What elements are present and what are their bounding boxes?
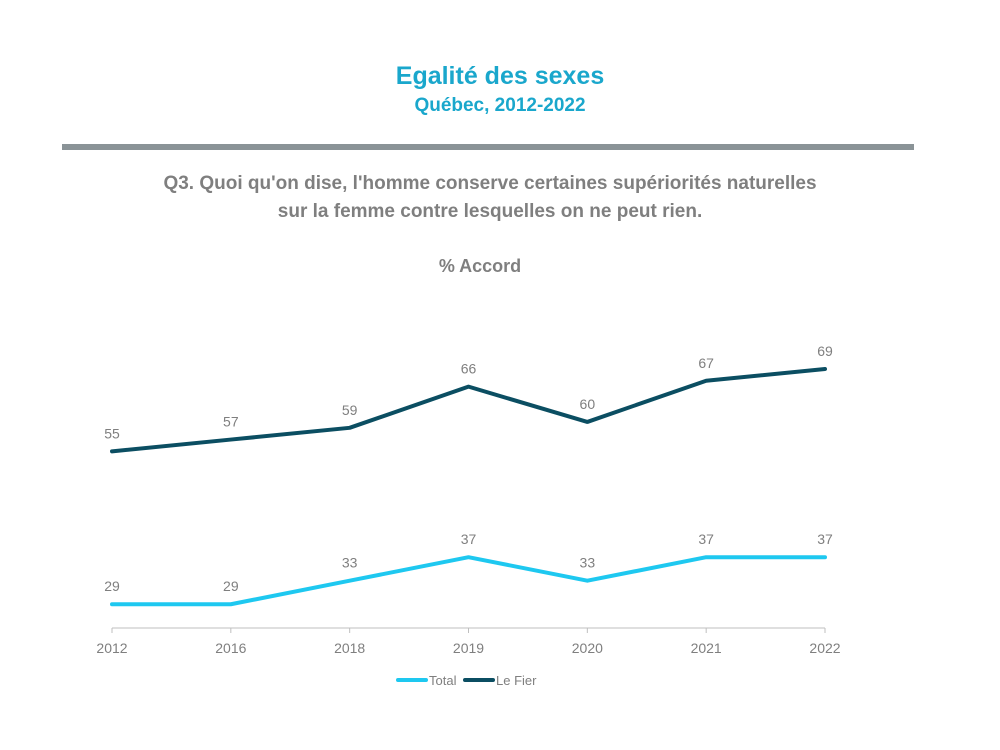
x-tick-label-2012: 2012 [96,640,127,656]
legend-label-total: Total [429,673,457,688]
x-tick-label-2019: 2019 [453,640,484,656]
x-tick-label-2021: 2021 [691,640,722,656]
x-tick-label-2020: 2020 [572,640,603,656]
data-label-le-fier-2021: 67 [698,355,714,371]
metric-label: % Accord [438,256,522,276]
question-line-2: sur la femme contre lesquelles on ne peu… [277,201,703,222]
series-line-le-fier [110,367,827,454]
question-line-1: Q3. Quoi qu'on dise, l'homme conserve ce… [163,173,817,194]
x-tick-label-2016: 2016 [215,640,246,656]
question-text: Q3. Quoi qu'on dise, l'homme conserve ce… [60,170,920,226]
data-label-total-2021: 37 [698,531,714,547]
chart-title: Egalité des sexes [395,62,605,90]
legend-label-le-fier: Le Fier [496,673,537,688]
data-label-total-2018: 33 [342,555,358,571]
data-label-total-2020: 33 [580,555,596,571]
series-line-total [110,555,827,607]
data-label-total-2019: 37 [461,531,477,547]
chart-subtitle: Québec, 2012-2022 [414,95,586,116]
x-tick-label-2018: 2018 [334,640,365,656]
x-tick-label-2022: 2022 [809,640,840,656]
data-label-total-2022: 37 [817,531,833,547]
data-label-le-fier-2018: 59 [342,402,358,418]
data-label-total-2012: 29 [104,578,120,594]
data-label-le-fier-2020: 60 [580,396,596,412]
data-label-le-fier-2022: 69 [817,343,833,359]
data-label-total-2016: 29 [223,578,239,594]
data-label-le-fier-2012: 55 [104,425,120,441]
data-label-le-fier-2019: 66 [461,361,477,377]
header-divider [62,144,914,150]
data-label-le-fier-2016: 57 [223,414,239,430]
